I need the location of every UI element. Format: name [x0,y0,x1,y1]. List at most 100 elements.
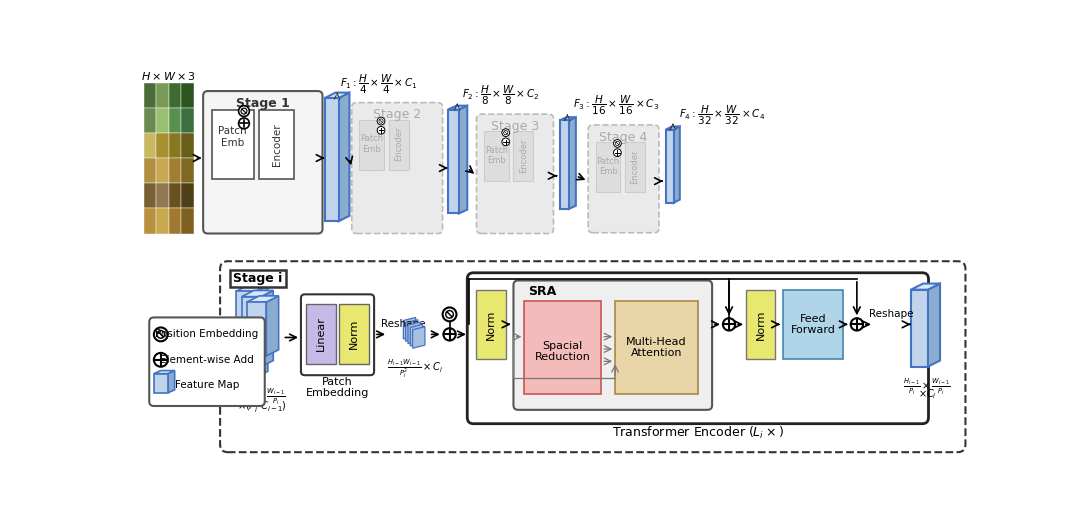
Text: Patch
Emb: Patch Emb [218,127,246,148]
Text: Multi-Head
Attention: Multi-Head Attention [626,337,687,358]
Bar [144,108,157,133]
Text: $\frac{H_{i-1}}{P_i}\times\frac{W_{i-1}}{P_i}$: $\frac{H_{i-1}}{P_i}\times\frac{W_{i-1}}… [239,387,286,407]
Bar [181,183,194,209]
Circle shape [377,127,384,134]
Bar [157,209,168,233]
Polygon shape [325,98,339,221]
Circle shape [239,118,249,129]
Bar [168,83,181,108]
Polygon shape [339,93,350,221]
Text: Patch
Emb: Patch Emb [485,146,508,165]
Polygon shape [153,374,167,393]
Bar [616,300,699,394]
Bar [144,133,157,159]
Text: Transformer Encoder ($L_i\times$): Transformer Encoder ($L_i\times$) [611,425,783,441]
Polygon shape [559,117,576,121]
Bar [181,133,194,159]
Polygon shape [403,317,416,339]
Polygon shape [410,324,422,346]
Bar [144,159,157,183]
Polygon shape [406,320,418,341]
Text: Feed
Forward: Feed Forward [791,314,836,335]
Polygon shape [267,296,279,356]
FancyBboxPatch shape [589,125,659,233]
Bar [259,110,294,179]
FancyBboxPatch shape [476,114,554,233]
Text: Reshape: Reshape [381,319,426,329]
FancyBboxPatch shape [301,295,374,375]
Polygon shape [448,106,468,110]
Polygon shape [569,117,576,209]
Polygon shape [247,302,267,356]
Circle shape [613,149,621,157]
Text: Position Embedding: Position Embedding [156,330,258,339]
Polygon shape [408,322,420,344]
Polygon shape [910,284,940,290]
Polygon shape [448,110,459,214]
FancyBboxPatch shape [352,102,443,233]
Bar [596,142,621,192]
Bar [389,119,408,169]
Bar [230,270,285,287]
FancyBboxPatch shape [220,261,966,452]
Bar [144,183,157,209]
Bar [524,300,602,394]
Text: $H\times W\times 3$: $H\times W\times 3$ [141,70,197,82]
Polygon shape [167,371,175,393]
Text: $F_3:\dfrac{H}{16}\times\dfrac{W}{16}\times C_3$: $F_3:\dfrac{H}{16}\times\dfrac{W}{16}\ti… [572,94,659,117]
Text: Norm: Norm [486,309,496,339]
Circle shape [239,106,249,116]
Circle shape [502,138,510,146]
Text: Feature Map: Feature Map [175,380,239,390]
Polygon shape [325,93,350,98]
Bar [181,159,194,183]
Text: Reshape: Reshape [869,310,914,319]
Polygon shape [237,285,268,291]
Bar [181,209,194,233]
Bar [513,131,534,181]
Bar [157,183,168,209]
Polygon shape [928,284,940,367]
Bar [783,290,843,359]
Bar [168,108,181,133]
Text: Patch
Emb: Patch Emb [361,134,383,154]
Bar [157,108,168,133]
Text: Patch
Embedding: Patch Embedding [306,376,368,398]
Circle shape [153,353,167,367]
Polygon shape [242,297,261,367]
Polygon shape [674,127,679,203]
Text: $\times(P_i^2C_{i-1})$: $\times(P_i^2C_{i-1})$ [238,398,287,415]
Circle shape [153,328,167,341]
Text: Stage 1: Stage 1 [235,97,289,110]
Circle shape [613,140,621,147]
Polygon shape [242,290,273,297]
Polygon shape [261,290,273,367]
Text: Stage 2: Stage 2 [373,109,421,122]
Bar [168,159,181,183]
Text: $F_4:\dfrac{H}{32}\times\dfrac{W}{32}\times C_4$: $F_4:\dfrac{H}{32}\times\dfrac{W}{32}\ti… [679,104,766,127]
Bar [157,83,168,108]
Text: $\frac{H_{i-1}}{P_i}\times\frac{W_{i-1}}{P_i}$: $\frac{H_{i-1}}{P_i}\times\frac{W_{i-1}}… [903,376,950,397]
FancyBboxPatch shape [149,317,265,406]
Circle shape [377,117,384,125]
Polygon shape [247,296,279,302]
Text: Spacial
Reduction: Spacial Reduction [535,340,591,362]
Bar [144,209,157,233]
Text: Patch
Emb: Patch Emb [596,157,620,176]
Bar [181,108,194,133]
Text: Stage 4: Stage 4 [599,131,648,144]
Text: SRA: SRA [528,285,557,298]
Text: $F_2:\dfrac{H}{8}\times\dfrac{W}{8}\times C_2$: $F_2:\dfrac{H}{8}\times\dfrac{W}{8}\time… [462,83,540,107]
Circle shape [723,318,735,331]
FancyBboxPatch shape [203,91,323,233]
Text: Encoder: Encoder [519,139,528,173]
Bar [746,290,775,359]
Bar [144,83,157,108]
Polygon shape [413,327,424,348]
Text: $\frac{H_{i-1}W_{i-1}}{P_i^2}\times C_i$: $\frac{H_{i-1}W_{i-1}}{P_i^2}\times C_i$ [387,357,443,381]
Bar [168,183,181,209]
Text: $F_1:\dfrac{H}{4}\times\dfrac{W}{4}\times C_1$: $F_1:\dfrac{H}{4}\times\dfrac{W}{4}\time… [340,73,418,96]
Bar [168,209,181,233]
Bar [484,131,509,181]
FancyBboxPatch shape [513,281,712,410]
